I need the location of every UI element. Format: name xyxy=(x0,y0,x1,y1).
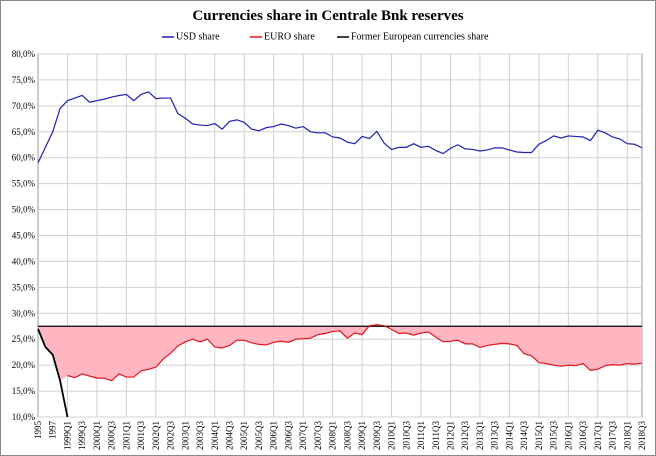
x-tick-label: 2001Q3 xyxy=(136,421,146,450)
x-tick-label: 2004Q1 xyxy=(210,421,220,450)
x-tick-label: 2012Q1 xyxy=(445,421,455,450)
x-tick-label: 2017Q1 xyxy=(593,421,603,450)
y-tick-label: 65,0% xyxy=(12,127,36,137)
x-tick-label: 2012Q3 xyxy=(460,421,470,450)
x-tick-label: 2005Q3 xyxy=(254,421,264,450)
y-tick-label: 20,0% xyxy=(12,360,36,370)
series-line xyxy=(37,328,69,418)
x-tick-label: 2007Q1 xyxy=(298,421,308,450)
x-tick-label: 2000Q1 xyxy=(92,421,102,450)
series-line xyxy=(37,91,643,164)
x-tick-label: 2003Q3 xyxy=(195,421,205,450)
x-tick-label: 2010Q1 xyxy=(387,421,397,450)
x-tick-label: 2009Q3 xyxy=(372,421,382,450)
x-tick-label: 2000Q3 xyxy=(107,421,117,450)
x-tick-label: 1997 xyxy=(48,421,58,440)
legend-label: USD share xyxy=(176,31,220,42)
x-tick-label: 2011Q1 xyxy=(416,421,426,450)
x-tick-label: 2002Q3 xyxy=(166,421,176,450)
x-tick-label: 2008Q3 xyxy=(342,421,352,450)
y-tick-label: 80,0% xyxy=(12,49,36,59)
x-tick-label: 2018Q3 xyxy=(637,421,647,450)
series-line xyxy=(67,324,643,382)
x-tick-label: 2011Q3 xyxy=(431,421,441,450)
x-tick-label: 2006Q3 xyxy=(283,421,293,450)
y-tick-label: 55,0% xyxy=(12,179,36,189)
x-tick-label: 2001Q1 xyxy=(121,421,131,450)
x-tick-label: 2018Q1 xyxy=(622,421,632,450)
x-tick-label: 2006Q1 xyxy=(269,421,279,450)
x-tick-label: 2013Q1 xyxy=(475,421,485,450)
x-tick-label: 1999Q3 xyxy=(77,421,87,450)
y-tick-label: 35,0% xyxy=(12,282,36,292)
legend-label: Former European currencies share xyxy=(351,31,489,42)
x-tick-label: 2002Q1 xyxy=(151,421,161,450)
x-tick-label: 2010Q3 xyxy=(401,421,411,450)
x-tick-label: 2014Q3 xyxy=(519,421,529,450)
x-tick-label: 2017Q3 xyxy=(608,421,618,450)
x-tick-label: 2015Q1 xyxy=(534,421,544,450)
x-tick-label: 2007Q3 xyxy=(313,421,323,450)
x-tick-label: 1999Q1 xyxy=(62,421,72,450)
x-tick-label: 2015Q3 xyxy=(549,421,559,450)
x-tick-label: 2009Q1 xyxy=(357,421,367,450)
shaded-area xyxy=(38,324,642,381)
chart-title: Currencies share in Centrale Bnk reserve… xyxy=(192,8,463,24)
y-tick-label: 25,0% xyxy=(12,334,36,344)
x-tick-label: 2014Q1 xyxy=(504,421,514,450)
x-tick-label: 2013Q3 xyxy=(490,421,500,450)
x-tick-label: 2016Q1 xyxy=(563,421,573,450)
y-tick-label: 50,0% xyxy=(12,205,36,215)
y-tick-label: 10,0% xyxy=(12,412,36,422)
y-tick-label: 70,0% xyxy=(12,101,36,111)
x-tick-label: 2005Q1 xyxy=(239,421,249,450)
x-tick-label: 2016Q3 xyxy=(578,421,588,450)
y-tick-label: 60,0% xyxy=(12,153,36,163)
y-tick-label: 45,0% xyxy=(12,231,36,241)
legend-label: EURO share xyxy=(264,31,315,42)
y-tick-label: 75,0% xyxy=(12,75,36,85)
x-tick-label: 2008Q1 xyxy=(328,421,338,450)
y-tick-label: 15,0% xyxy=(12,386,36,396)
x-tick-label: 1995 xyxy=(33,421,43,440)
y-tick-label: 40,0% xyxy=(12,256,36,266)
x-tick-label: 2003Q1 xyxy=(180,421,190,450)
x-tick-label: 2004Q3 xyxy=(225,421,235,450)
y-tick-label: 30,0% xyxy=(12,308,36,318)
